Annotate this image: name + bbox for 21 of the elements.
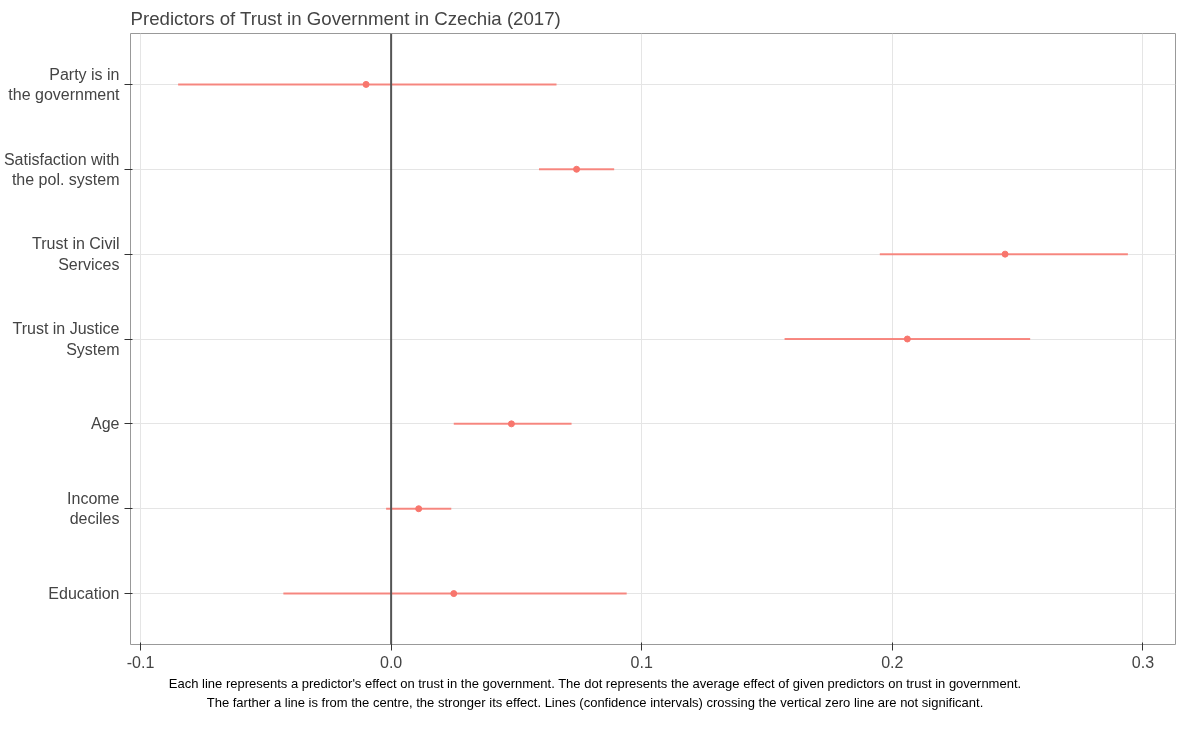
y-tick-label: Trust in Civil Services (32, 235, 120, 273)
point (362, 80, 370, 88)
point (450, 590, 458, 598)
y-tick-label: Income deciles (67, 490, 120, 528)
point (1001, 250, 1009, 258)
point (415, 505, 423, 513)
x-tick-label: -0.1 (126, 653, 155, 671)
y-tick-label: Party is in the government (8, 65, 121, 104)
x-tick-label: 0.1 (630, 653, 653, 671)
y-tick-label: Trust in Justice System (12, 320, 120, 358)
text: Each line represents a predictor's effect on trust in the government. The dot represents the average effect of given predictors on trust in government. The farther a line is from the centre, the stronger its effect. Lines (confidence intervals) crossing the vertical zero line are not significant. (168, 675, 1022, 712)
x-tick-label: 0.2 (881, 653, 904, 671)
point (573, 165, 581, 173)
y-tick-label: Education (48, 585, 120, 603)
y-tick-label: Satisfaction with the pol. system (3, 150, 120, 188)
x-tick-label: 0.0 (380, 653, 403, 671)
point (903, 335, 911, 343)
x-tick-label: 0.3 (1131, 653, 1155, 671)
point (507, 420, 515, 428)
chart-title: Predictors of Trust in Government in Czechia (2017) (130, 7, 561, 29)
y-tick-label: Age (91, 415, 120, 433)
